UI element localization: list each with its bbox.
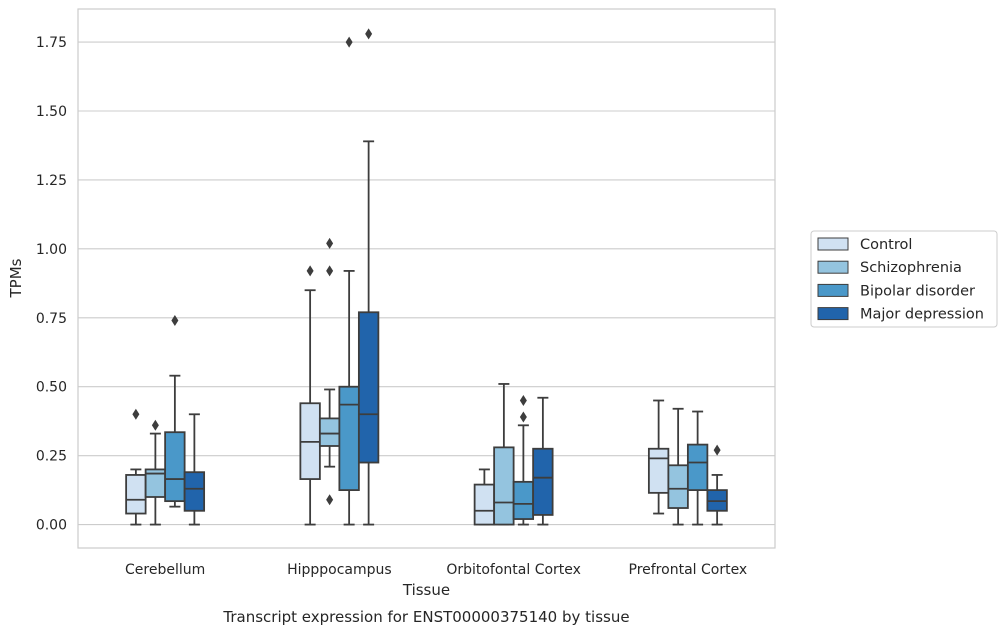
outlier-point [326,265,334,277]
box-group [686,410,709,526]
x-tick-label: Prefrontal Cortex [629,562,748,578]
box-group [532,396,554,526]
legend-label: Bipolar disorder [860,283,975,299]
x-axis-ticks: Cerebellum Hipppocampus Orbitofontal Corte… [125,562,747,578]
box [338,385,360,492]
legend-items: Control Schizophrenia Bipolar disorder Majo… [817,237,984,323]
box-group [164,315,186,508]
y-tick-label: 1.25 [36,173,67,189]
outlier-point [519,411,527,423]
box-group [183,413,206,526]
y-tick-label: 0.75 [36,311,67,327]
box-group [338,36,360,526]
box-plots [125,28,728,526]
box-group [706,444,728,526]
box-group [647,399,670,515]
legend-label: Control [860,237,912,253]
y-tick-label: 1.00 [36,242,67,258]
box-group [318,237,341,506]
box-group [144,419,167,526]
legend-swatch [817,307,849,321]
legend-frame [810,230,998,328]
legend: Control Schizophrenia Bipolar disorder Majo… [810,230,998,328]
box-group [473,468,496,526]
box [318,417,341,447]
box [183,471,206,512]
legend-label: Major depression [860,307,984,323]
y-tick-label: 1.75 [36,35,67,51]
box [667,464,689,509]
box [357,311,380,464]
outlier-point [326,237,334,249]
box [686,443,709,492]
box [647,447,670,494]
y-tick-label: 1.50 [36,104,67,120]
box [512,480,535,520]
box-group [125,408,147,526]
box-group [493,383,515,526]
y-tick-label: 0.25 [36,449,67,465]
box [532,447,554,516]
outlier-point [326,494,334,506]
x-axis-label: Tissue [402,581,450,599]
legend-label: Schizophrenia [860,260,962,276]
plot-frame [77,8,776,549]
box-group [512,394,535,526]
outlier-point [151,419,159,431]
outlier-point [171,315,179,327]
box-group [667,407,689,526]
box-group [357,28,380,526]
x-tick-label: Orbitofontal Cortex [446,562,581,578]
x-tick-label: Cerebellum [125,562,205,578]
outlier-point [306,265,314,277]
chart-caption: Transcript expression for ENST0000037514… [222,608,629,626]
y-axis-ticks: 0.00 0.25 0.50 0.75 1.00 1.25 1.50 1.75 [36,35,67,533]
legend-swatch [817,260,849,274]
outlier-point [713,444,721,456]
outlier-point [365,28,373,40]
outlier-point [345,36,353,48]
y-tick-label: 0.50 [36,380,67,396]
legend-swatch [817,283,849,297]
x-tick-label: Hipppocampus [287,562,392,578]
box [125,474,147,515]
box [473,483,496,526]
box [164,431,186,503]
box [493,446,515,526]
legend-swatch [817,237,849,251]
box-group [299,265,321,526]
y-tick-label: 0.00 [36,518,67,534]
y-axis-label: TPMs [7,258,25,298]
outlier-point [132,408,140,420]
outlier-point [519,394,527,406]
